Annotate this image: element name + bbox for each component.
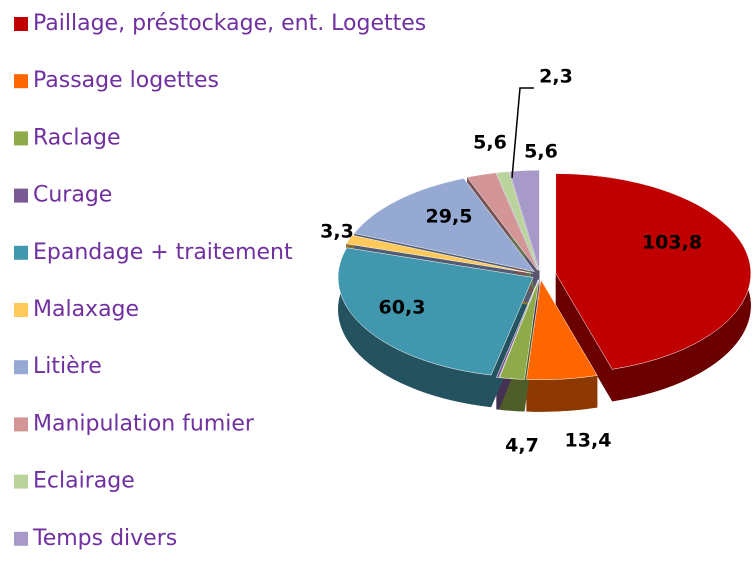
slice bbox=[353, 178, 536, 272]
data-label: 3,3 bbox=[320, 221, 354, 243]
legend-label: Temps divers bbox=[32, 526, 177, 551]
legend-swatch bbox=[14, 188, 28, 203]
legend-swatch bbox=[14, 131, 28, 146]
leader-line bbox=[511, 87, 534, 179]
slice bbox=[555, 173, 751, 370]
legend-swatch bbox=[14, 474, 28, 489]
data-label: 103,8 bbox=[642, 232, 702, 254]
data-label: 13,4 bbox=[565, 430, 612, 452]
slice bbox=[337, 247, 534, 376]
slice bbox=[345, 234, 533, 274]
legend-label: Malaxage bbox=[33, 297, 139, 322]
legend-swatch bbox=[14, 17, 28, 31]
legend-swatch bbox=[14, 74, 28, 89]
legend-label: Curage bbox=[33, 183, 112, 208]
slice bbox=[499, 279, 540, 380]
legend-label: Litière bbox=[33, 354, 102, 379]
data-label: 60,3 bbox=[379, 297, 426, 319]
legend-label: Paillage, préstockage, ent. Logettes bbox=[33, 11, 426, 36]
legend-swatch bbox=[14, 245, 28, 260]
data-label: 4,7 bbox=[505, 435, 539, 457]
legend-label: Eclairage bbox=[33, 469, 135, 494]
data-label: 2,3 bbox=[539, 66, 573, 88]
legend-label: Passage logettes bbox=[33, 68, 219, 93]
slice bbox=[496, 279, 539, 378]
slice bbox=[496, 171, 539, 271]
slice bbox=[509, 169, 540, 271]
legend-swatch bbox=[14, 531, 28, 546]
slice-side bbox=[526, 375, 598, 412]
data-label: 29,5 bbox=[426, 206, 473, 228]
legend-swatch bbox=[14, 417, 28, 432]
legend-label: Raclage bbox=[33, 125, 120, 150]
legend-label: Manipulation fumier bbox=[33, 411, 255, 436]
legend-label: Epandage + traitement bbox=[33, 240, 293, 265]
legend-swatch bbox=[14, 360, 28, 375]
slice-side bbox=[555, 273, 613, 402]
pie-tops bbox=[337, 169, 751, 380]
data-label: 5,6 bbox=[524, 141, 558, 163]
slice bbox=[466, 172, 538, 271]
slice bbox=[526, 279, 598, 380]
data-label: 5,6 bbox=[473, 132, 507, 154]
legend-swatch bbox=[14, 303, 28, 317]
slice-side bbox=[338, 247, 492, 408]
